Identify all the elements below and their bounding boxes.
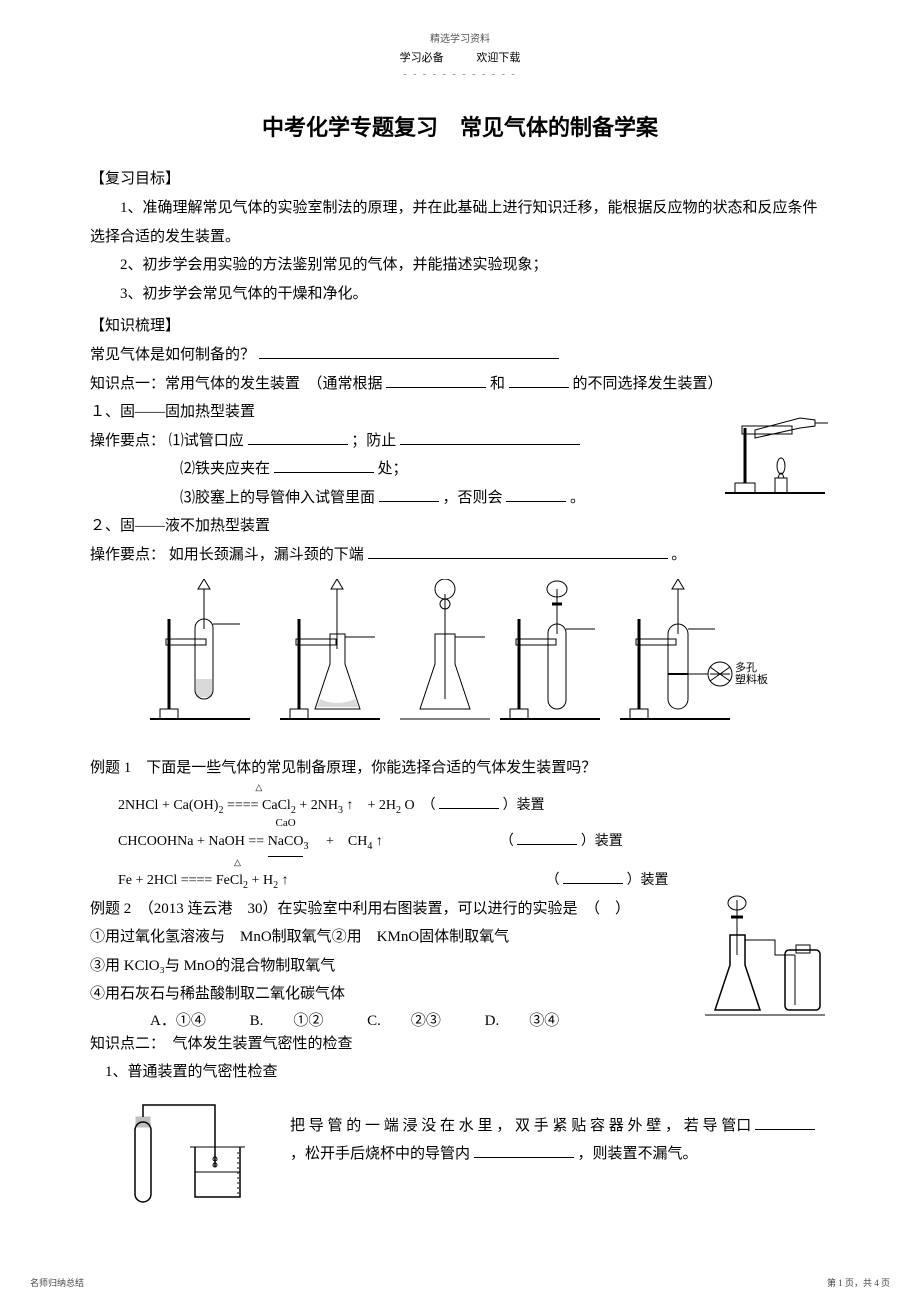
op3a: ⑶胶塞上的导管伸入试管里面 (180, 490, 375, 506)
ex2-l2: ③用 KClO₃与 MnO的混合物制取氧气 (90, 952, 690, 981)
ex2-l1: ①用过氧化氢溶液与 MnO制取氧气②用 KMnO固体制取氧气 (90, 923, 690, 952)
kp2-desc-a: 把 导 管 的 一 端 浸 没 在 水 里 ， 双 手 紧 贴 容 器 外 壁 … (290, 1118, 751, 1134)
blank (755, 1115, 815, 1130)
blank (248, 430, 348, 445)
header-right: 欢迎下载 (476, 52, 520, 64)
op1a: ⑴试管口应 (169, 433, 244, 449)
svg-text:多孔: 多孔 (735, 660, 757, 674)
kp2-desc-b: ，松开手后烧杯中的导管内 (290, 1146, 470, 1162)
ex2-apparatus-figure (700, 895, 830, 1025)
blank (506, 487, 566, 502)
op2b: 处； (378, 461, 408, 477)
goal-3: 3、初步学会常见气体的干燥和净化。 (90, 280, 830, 309)
ex1-label: 例题 1 下面是一些气体的常见制备原理，你能选择合适的气体发生装置吗？ (90, 754, 830, 783)
page-footer: 名师归纳总结 第 1 页，共 4 页 (0, 1276, 920, 1289)
goal-1: 1、准确理解常见气体的实验室制法的原理，并在此基础上进行知识迁移，能根据反应物的… (90, 194, 830, 251)
kp1-tail: 的不同选择发生装置） (573, 376, 723, 392)
header-top: 精选学习资料 (90, 30, 830, 45)
op-line-1: 操作要点： ⑴试管口应 ；防止 (90, 427, 710, 456)
kp1-mid: 和 (490, 376, 505, 392)
goals-heading: 【复习目标】 (90, 167, 830, 188)
blank (259, 344, 559, 359)
header-sub: 学习必备 欢迎下载 (90, 49, 830, 65)
dashed-divider: - - - - - - - - - - - - (90, 69, 830, 80)
kp1-line: 知识点一：常用气体的发生装置 （通常根据 和 的不同选择发生装置） (90, 370, 830, 399)
kp2-desc-c: ，则装置不漏气。 (578, 1146, 698, 1162)
blank (517, 831, 577, 845)
footer-right: 第 1 页，共 4 页 (827, 1276, 890, 1289)
opt-d: D. ③④ (485, 1013, 560, 1029)
knowledge-q-text: 常见气体是如何制备的？ (90, 347, 255, 363)
kp2-label: 知识点二： 气体发生装置气密性的检查 (90, 1030, 830, 1059)
opt-b: B. ①② (250, 1013, 324, 1029)
op-line-2: ⑵铁夹应夹在 处； (90, 455, 710, 484)
op4a: 如用长颈漏斗，漏斗颈的下端 (169, 547, 364, 563)
op4b: 。 (671, 547, 686, 563)
knowledge-q: 常见气体是如何制备的？ (90, 341, 830, 370)
op2a: ⑵铁夹应夹在 (180, 461, 270, 477)
kp2-sub1: 1、普通装置的气密性检查 (90, 1058, 830, 1087)
delta-mark: △ (90, 857, 830, 868)
blank (368, 544, 668, 559)
blank (439, 795, 499, 809)
op-line-3: ⑶胶塞上的导管伸入试管里面 ，否则会 。 (90, 484, 710, 513)
knowledge-heading: 【知识梳理】 (90, 314, 830, 335)
kp2-desc: 把 导 管 的 一 端 浸 没 在 水 里 ， 双 手 紧 贴 容 器 外 壁 … (290, 1112, 830, 1169)
header-left: 学习必备 (400, 52, 444, 64)
eq1: 2NHCl + Ca(OH)2 ==== CaCl2 + 2NH3 ↑ + 2H… (90, 783, 830, 820)
kp1-label: 知识点一：常用气体的发生装置 （通常根据 (90, 376, 383, 392)
type2: ２、固——液不加热型装置 (90, 512, 830, 541)
op-label: 操作要点： (90, 433, 165, 449)
op3c: 。 (570, 490, 585, 506)
airtight-check-figure (120, 1097, 270, 1217)
blank (400, 430, 580, 445)
op1b: ；防止 (351, 433, 396, 449)
ex2-label: 例题 2 （2013 连云港 30）在实验室中利用右图装置，可以进行的实验是 （… (90, 895, 690, 924)
blank (386, 373, 486, 388)
page-title: 中考化学专题复习 常见气体的制备学案 (90, 110, 830, 142)
goal-2: 2、初步学会用实验的方法鉴别常见的气体，并能描述实验现象； (90, 251, 830, 280)
blank (379, 487, 439, 502)
footer-left: 名师归纳总结 (30, 1276, 84, 1289)
op3b: ，否则会 (443, 490, 503, 506)
svg-text:塑料板: 塑料板 (735, 672, 768, 686)
blank (563, 870, 623, 884)
opt-c: C. ②③ (367, 1013, 441, 1029)
blank (509, 373, 569, 388)
opt-a: A．①④ (150, 1013, 206, 1029)
type1: １、固——固加热型装置 (90, 398, 710, 427)
eq3: Fe + 2HCl ==== FeCl2 + H2 ↑ （ ）装置 (90, 868, 830, 895)
heating-apparatus-figure (720, 398, 830, 498)
op-line-4: 操作要点： 如用长颈漏斗，漏斗颈的下端 。 (90, 541, 830, 570)
op-label2: 操作要点： (90, 547, 165, 563)
apparatus-row-figure: 多孔 塑料板 (90, 579, 830, 734)
blank (274, 458, 374, 473)
ex2-options: A．①④ B. ①② C. ②③ D. ③④ (90, 1009, 690, 1030)
eq2: CHCOOHNa + NaOH == NaCO3 + CH4 ↑ （ ）装置 (90, 819, 830, 857)
ex2-l3: ④用石灰石与稀盐酸制取二氧化碳气体 (90, 980, 690, 1009)
blank (474, 1143, 574, 1158)
